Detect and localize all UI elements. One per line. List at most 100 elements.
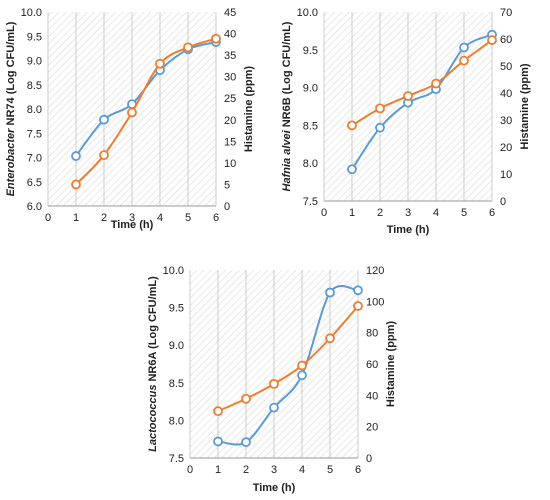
y2-tick-label: 10 xyxy=(500,169,512,181)
data-point xyxy=(99,150,109,161)
series-histamine xyxy=(71,33,221,190)
x-tick-label: 6 xyxy=(355,464,361,476)
y2-tick-label: 40 xyxy=(224,29,236,41)
x-tick-label: 3 xyxy=(271,464,277,476)
x-tick-label: 6 xyxy=(213,212,219,224)
data-point xyxy=(347,164,357,175)
series-bacterial-count xyxy=(213,284,363,448)
x-tick-label: 4 xyxy=(299,464,305,476)
y2-tick-label: 15 xyxy=(224,136,236,148)
y-tick-label: 7.5 xyxy=(27,128,42,140)
chart-2: 0 1 2 3 4 5 6 7.5 8.0 8.5 9.0 9.5 10.0 0 10 20 30 40 50 60 7… xyxy=(281,7,531,236)
y-axis-title-strain: NR6B (Log CFU/mL) xyxy=(281,21,293,130)
data-point xyxy=(183,42,193,53)
y2-tick-label: 20 xyxy=(224,115,236,127)
y2-tick-label: 60 xyxy=(366,359,378,371)
y-tick-label: 8.0 xyxy=(169,415,184,427)
x-tick-label: 4 xyxy=(157,212,163,224)
data-point xyxy=(325,333,335,344)
x-tick-label: 2 xyxy=(377,207,383,219)
y-tick-label: 8.5 xyxy=(27,80,42,92)
x-tick-label: 3 xyxy=(129,212,135,224)
y2-tick-label: 80 xyxy=(366,328,378,340)
y-tick-label: 9.5 xyxy=(169,303,184,315)
y-tick-label: 9.5 xyxy=(27,31,42,43)
y-tick-label: 8.5 xyxy=(169,378,184,390)
y-tick-label: 9.0 xyxy=(27,56,42,68)
data-point xyxy=(375,122,385,133)
x-tick-label: 5 xyxy=(461,207,467,219)
y2-tick-label: 5 xyxy=(224,179,230,191)
y2-tick-label: 60 xyxy=(500,34,512,46)
data-point xyxy=(375,103,385,114)
y2-tick-label: 30 xyxy=(500,115,512,127)
data-point xyxy=(403,91,413,101)
x-axis-title: Time (h) xyxy=(253,482,296,494)
y-axis-title-strain: NR74 (Log CFU/mL) xyxy=(5,21,17,128)
y2-tick-label: 40 xyxy=(500,88,512,100)
y2-tick-label: 120 xyxy=(366,265,384,277)
x-axis-title: Time (h) xyxy=(387,224,430,236)
y2-tick-label: 10 xyxy=(224,158,236,170)
x-tick-label: 2 xyxy=(243,464,249,476)
data-point xyxy=(213,436,223,447)
data-point xyxy=(353,301,363,311)
y2-tick-label: 35 xyxy=(224,50,236,62)
y2-axis-title: Histamine (ppm) xyxy=(385,321,397,408)
y2-axis-title: Histamine (ppm) xyxy=(243,66,255,153)
series-bacterial-count xyxy=(347,29,497,175)
data-point xyxy=(155,58,165,69)
x-tick-label: 1 xyxy=(73,212,79,224)
y2-tick-label: 70 xyxy=(500,7,512,19)
series-histamine xyxy=(213,301,363,417)
x-tick-label: 5 xyxy=(185,212,191,224)
y2-tick-label: 20 xyxy=(366,422,378,434)
x-tick-label: 5 xyxy=(327,464,333,476)
data-point xyxy=(269,378,279,389)
y-tick-label: 6.5 xyxy=(27,177,42,189)
y-tick-label: 10.0 xyxy=(21,7,42,19)
chart-3: 0 1 2 3 4 5 6 7.5 8.0 8.5 9.0 9.5 10.0 0 20 40 60 80 100 12… xyxy=(147,265,397,494)
data-point xyxy=(297,360,307,371)
y-axis-title: Lactococcus NR6A (Log CFU/mL) xyxy=(147,276,159,452)
data-point xyxy=(347,120,357,131)
data-point xyxy=(325,287,335,298)
data-point xyxy=(99,114,109,125)
y2-tick-label: 0 xyxy=(366,453,372,465)
y-axis-title: Hafnia alvei NR6B (Log CFU/mL) xyxy=(281,21,293,191)
y2-tick-label: 100 xyxy=(366,296,384,308)
y-axis-title-organism: Lactococcus xyxy=(147,385,159,452)
y2-axis-title: Histamine (ppm) xyxy=(519,63,531,150)
x-tick-label: 2 xyxy=(101,212,107,224)
y-tick-label: 8.5 xyxy=(303,120,318,132)
data-point xyxy=(353,285,363,296)
x-tick-label: 1 xyxy=(215,464,221,476)
y2-tick-label: 40 xyxy=(366,390,378,402)
data-point xyxy=(241,437,251,448)
x-tick-label: 0 xyxy=(45,212,51,224)
data-point xyxy=(211,33,221,44)
y-tick-label: 6.0 xyxy=(27,201,42,213)
y-tick-label: 9.5 xyxy=(303,45,318,57)
y-tick-label: 7.5 xyxy=(303,196,318,208)
data-point xyxy=(459,55,469,66)
data-point xyxy=(241,393,251,404)
y2-tick-label: 20 xyxy=(500,142,512,154)
y-tick-label: 8.0 xyxy=(303,158,318,170)
y2-tick-label: 0 xyxy=(500,196,506,208)
y-axis-title-strain: NR6A (Log CFU/mL) xyxy=(147,276,159,385)
data-point xyxy=(127,107,137,118)
y-tick-label: 9.0 xyxy=(303,83,318,95)
y-tick-label: 10.0 xyxy=(163,265,184,277)
x-tick-label: 4 xyxy=(433,207,439,219)
y-tick-label: 8.0 xyxy=(27,104,42,116)
data-point xyxy=(297,370,307,381)
x-tick-label: 6 xyxy=(489,207,495,219)
data-point xyxy=(71,179,81,190)
y-tick-label: 7.0 xyxy=(27,153,42,165)
y2-tick-label: 45 xyxy=(224,7,236,19)
series-histamine xyxy=(347,35,497,131)
data-point xyxy=(269,402,279,413)
x-tick-label: 1 xyxy=(349,207,355,219)
